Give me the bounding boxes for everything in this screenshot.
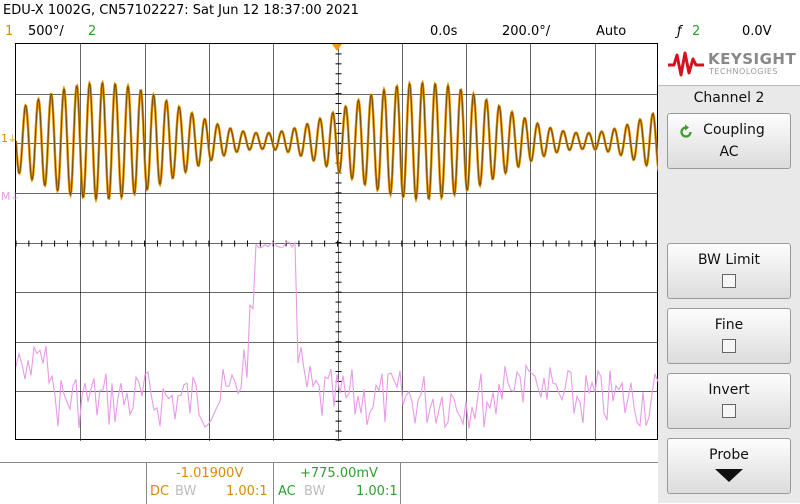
divider-ch1: [146, 463, 147, 504]
coupling-label: Coupling: [703, 122, 765, 138]
ch1-coupling: DC: [150, 484, 170, 499]
ch1-ground-marker[interactable]: 1⏚: [1, 132, 18, 145]
fine-checkbox[interactable]: [722, 339, 736, 353]
bw-limit-checkbox[interactable]: [722, 274, 736, 288]
fine-label: Fine: [714, 317, 744, 333]
graticule-ticks: [16, 44, 659, 441]
ch1-scale[interactable]: 500°/: [28, 24, 64, 39]
logo-brand: KEYSIGHT: [708, 50, 797, 68]
ch2-bw: BW: [304, 484, 326, 499]
probe-label: Probe: [709, 447, 749, 463]
coupling-button[interactable]: Coupling AC: [667, 113, 791, 169]
trigger-level[interactable]: 0.0V: [742, 24, 772, 39]
ch1-trace: [16, 79, 659, 204]
ch2-probe: 1.00:1: [356, 484, 398, 499]
bw-limit-label: BW Limit: [697, 252, 761, 268]
ch2-coupling: AC: [278, 484, 296, 499]
trigger-mode[interactable]: Auto: [596, 24, 627, 39]
time-scale[interactable]: 200.0°/: [502, 24, 551, 39]
trigger-slope-icon: ƒ: [677, 24, 682, 39]
fine-button[interactable]: Fine: [667, 308, 791, 364]
title-bar: EDU-X 1002G, CN57102227: Sat Jun 12 18:3…: [0, 0, 800, 22]
ch1-bw: BW: [175, 484, 197, 499]
menu-title: Channel 2: [693, 90, 765, 106]
keysight-logo: KEYSIGHT TECHNOLOGIES: [658, 43, 800, 86]
logo-sub: TECHNOLOGIES: [709, 67, 778, 76]
math-fft-trace: [16, 241, 659, 429]
divider-ch2: [273, 463, 274, 504]
time-delay[interactable]: 0.0s: [430, 24, 458, 39]
submenu-arrow-down-icon: [715, 469, 743, 482]
rotate-knob-icon: [680, 124, 692, 138]
bw-limit-button[interactable]: BW Limit: [667, 243, 791, 299]
trigger-position-marker: [332, 44, 342, 51]
ch1-probe: 1.00:1: [226, 484, 268, 499]
ch1-number[interactable]: 1: [5, 24, 14, 39]
coupling-value: AC: [719, 144, 739, 160]
probe-button[interactable]: Probe: [667, 438, 791, 494]
trigger-source[interactable]: 2: [692, 24, 701, 39]
keysight-wave-icon: [668, 51, 704, 77]
softkey-panel: KEYSIGHT TECHNOLOGIES Channel 2 Coupling…: [658, 43, 800, 503]
invert-checkbox[interactable]: [722, 404, 736, 418]
invert-label: Invert: [708, 382, 750, 398]
divider-end: [400, 463, 401, 504]
ch1-trace-shadow: [16, 82, 659, 201]
ch2-offset[interactable]: +775.00mV: [300, 466, 378, 481]
waveform-display[interactable]: [15, 43, 659, 441]
instrument-title: EDU-X 1002G, CN57102227: Sat Jun 12 18:3…: [3, 3, 359, 18]
channel-info-bar: -1.01900V +775.00mV DC BW 1.00:1 AC BW 1…: [0, 462, 658, 504]
math-ground-marker[interactable]: M⏚: [1, 190, 20, 203]
ch2-number[interactable]: 2: [88, 24, 97, 39]
status-bar: 1 500°/ 2 0.0s 200.0°/ Auto ƒ 2 0.0V: [0, 22, 800, 42]
waveform-svg: [16, 44, 659, 441]
ch1-offset[interactable]: -1.01900V: [176, 466, 244, 481]
invert-button[interactable]: Invert: [667, 373, 791, 429]
